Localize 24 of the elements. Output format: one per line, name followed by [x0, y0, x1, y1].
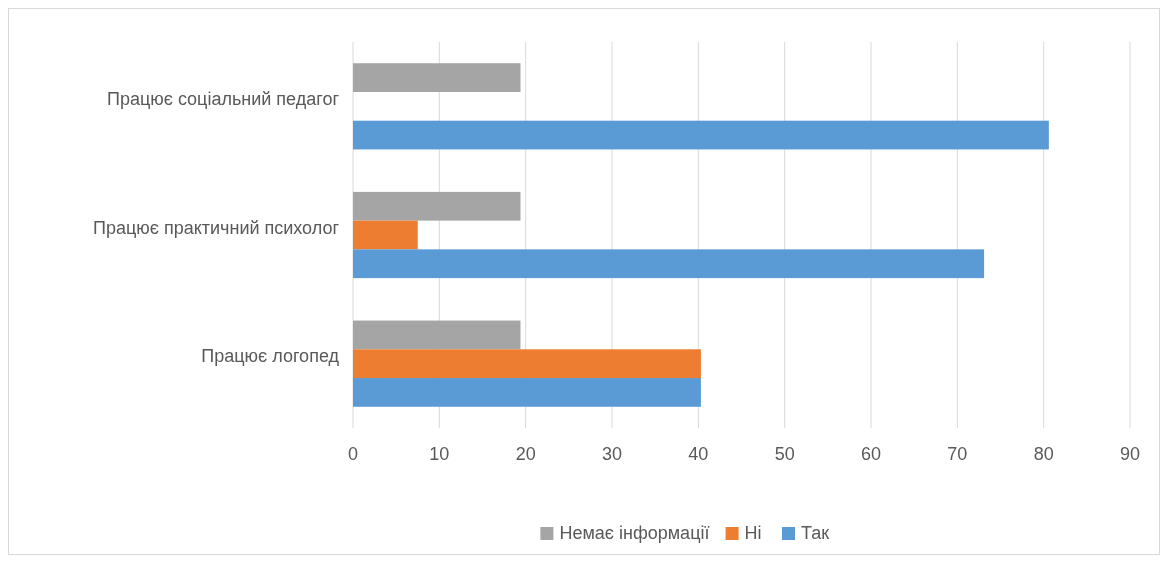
- x-tick-label: 80: [1033, 444, 1054, 464]
- bar: [353, 63, 521, 92]
- bar: [353, 378, 701, 407]
- bar: [353, 349, 701, 379]
- x-tick-label: 90: [1119, 444, 1141, 464]
- x-tick-label: 60: [860, 444, 882, 464]
- bar: [353, 249, 985, 279]
- y-tick-label: Працює логопед: [201, 346, 340, 367]
- y-tick-label: Працює соціальний педагог: [106, 89, 340, 110]
- x-tick-label: 0: [347, 444, 359, 464]
- x-tick-label: 40: [688, 444, 709, 464]
- x-tick-label: 70: [947, 444, 968, 464]
- legend-label: Ні: [744, 522, 762, 543]
- bar: [353, 191, 521, 221]
- bar: [353, 120, 1049, 150]
- legend-label: Немає інформації: [559, 522, 710, 543]
- legend-label: Так: [801, 522, 830, 543]
- y-tick-label: Працює практичний психолог: [92, 217, 340, 238]
- x-tick-label: 20: [515, 444, 536, 464]
- x-tick-label: 10: [429, 444, 450, 464]
- bar: [353, 220, 418, 250]
- x-tick-label: 50: [774, 444, 795, 464]
- x-tick-label: 30: [601, 444, 623, 464]
- bar: [353, 320, 521, 350]
